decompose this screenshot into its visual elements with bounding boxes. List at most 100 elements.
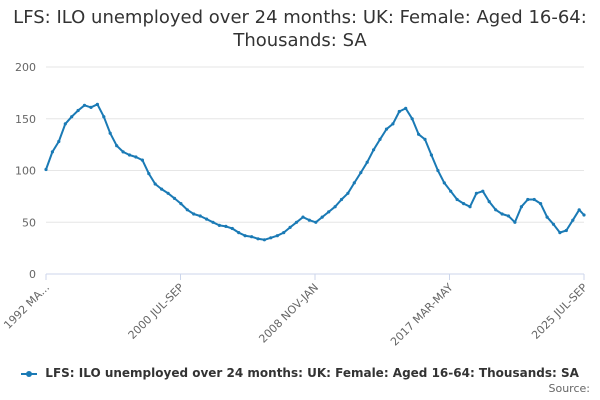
data-point[interactable] [423, 137, 427, 141]
data-point[interactable] [205, 217, 209, 221]
legend[interactable]: LFS: ILO unemployed over 24 months: UK: … [0, 366, 600, 380]
data-point[interactable] [436, 168, 440, 173]
data-point[interactable] [320, 215, 324, 219]
data-point[interactable] [121, 150, 125, 154]
data-point[interactable] [57, 139, 61, 144]
data-point[interactable] [339, 197, 344, 202]
data-point[interactable] [262, 238, 266, 242]
legend-line-icon [21, 370, 38, 378]
data-point[interactable] [391, 122, 395, 126]
data-point[interactable] [211, 220, 215, 224]
data-point[interactable] [294, 220, 299, 224]
data-point[interactable] [166, 191, 170, 195]
legend-label: LFS: ILO unemployed over 24 months: UK: … [45, 366, 579, 380]
data-point[interactable] [571, 218, 575, 222]
data-point[interactable] [243, 234, 247, 238]
data-point[interactable] [506, 214, 511, 218]
data-point[interactable] [275, 234, 279, 238]
y-axis-labels: 0 50 100 150 200 [15, 61, 36, 281]
y-tick-label: 200 [15, 61, 36, 74]
data-point[interactable] [76, 108, 80, 113]
data-point[interactable] [140, 158, 144, 162]
data-point[interactable] [314, 220, 318, 224]
data-point[interactable] [224, 224, 228, 228]
series-line[interactable] [45, 103, 585, 241]
data-point[interactable] [115, 144, 119, 148]
data-point[interactable] [333, 205, 337, 209]
data-point[interactable] [327, 210, 331, 214]
data-point[interactable] [404, 106, 408, 110]
data-point[interactable] [481, 189, 485, 193]
data-point[interactable] [70, 115, 74, 119]
y-tick-label: 150 [15, 113, 36, 126]
data-point[interactable] [108, 131, 112, 135]
data-point[interactable] [134, 155, 138, 159]
data-point[interactable] [455, 197, 459, 202]
data-point[interactable] [513, 220, 517, 224]
data-point[interactable] [250, 235, 254, 239]
x-tick-label: 1992 MA... [1, 281, 52, 332]
data-point[interactable] [269, 236, 273, 240]
x-tick-label: 2025 JUL-SEP [529, 281, 590, 342]
data-point[interactable] [127, 153, 132, 157]
data-point[interactable] [494, 208, 498, 212]
data-point[interactable] [449, 189, 453, 193]
data-point[interactable] [378, 137, 382, 141]
data-point[interactable] [237, 231, 241, 235]
data-point[interactable] [500, 212, 504, 216]
data-point[interactable] [359, 171, 363, 175]
data-point[interactable] [95, 102, 99, 106]
data-point[interactable] [160, 187, 164, 191]
data-point[interactable] [352, 181, 356, 185]
data-point[interactable] [384, 127, 389, 131]
source-credit[interactable]: Source: [548, 382, 591, 395]
data-point[interactable] [551, 222, 556, 226]
data-point[interactable] [172, 196, 177, 200]
data-point[interactable] [346, 191, 350, 195]
data-point[interactable] [198, 214, 202, 218]
data-point[interactable] [365, 160, 369, 164]
data-point[interactable] [429, 153, 433, 157]
data-point[interactable] [526, 197, 530, 202]
data-point[interactable] [50, 150, 55, 154]
data-point[interactable] [82, 103, 87, 107]
data-point[interactable] [462, 202, 466, 206]
data-point[interactable] [217, 223, 221, 227]
data-point[interactable] [288, 225, 292, 229]
data-point[interactable] [397, 109, 401, 114]
data-point[interactable] [301, 215, 305, 219]
data-point[interactable] [474, 191, 478, 195]
data-point[interactable] [192, 212, 196, 216]
data-point[interactable] [545, 215, 549, 219]
data-point[interactable] [582, 213, 586, 217]
data-point[interactable] [307, 218, 311, 222]
data-point[interactable] [442, 181, 446, 185]
data-point[interactable] [89, 105, 93, 109]
data-point[interactable] [153, 182, 157, 186]
data-point[interactable] [558, 231, 562, 235]
data-point[interactable] [256, 237, 260, 241]
data-point[interactable] [63, 122, 67, 126]
x-tick-label: 2000 JUL-SEP [126, 281, 187, 342]
data-point[interactable] [372, 148, 376, 152]
data-point[interactable] [179, 202, 183, 206]
data-point[interactable] [282, 231, 286, 235]
data-point[interactable] [230, 226, 234, 231]
data-point[interactable] [539, 202, 543, 206]
data-point[interactable] [102, 115, 106, 119]
data-point[interactable] [147, 172, 151, 176]
data-point[interactable] [417, 132, 421, 136]
data-point[interactable] [519, 205, 524, 209]
data-point[interactable] [564, 228, 568, 233]
data-point[interactable] [44, 167, 48, 172]
y-tick-label: 50 [22, 216, 36, 229]
x-tick-label: 2008 NOV-JAN [256, 281, 321, 346]
data-point[interactable] [410, 117, 414, 121]
data-point[interactable] [185, 208, 189, 212]
data-point[interactable] [577, 208, 581, 212]
data-point[interactable] [532, 197, 536, 202]
data-point[interactable] [487, 200, 491, 204]
data-point[interactable] [468, 205, 472, 209]
y-tick-label: 0 [29, 268, 36, 281]
